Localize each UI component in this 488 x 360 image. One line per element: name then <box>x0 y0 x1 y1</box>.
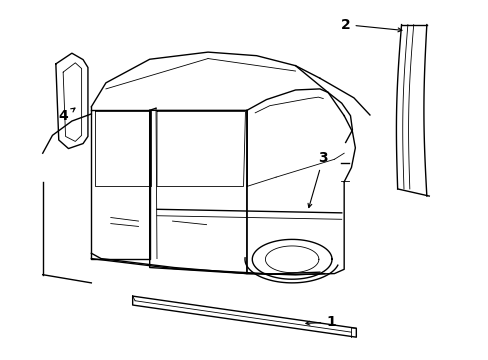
Text: 4: 4 <box>59 108 75 123</box>
Text: 2: 2 <box>340 18 401 32</box>
Text: 1: 1 <box>305 315 335 329</box>
Text: 3: 3 <box>307 151 327 208</box>
